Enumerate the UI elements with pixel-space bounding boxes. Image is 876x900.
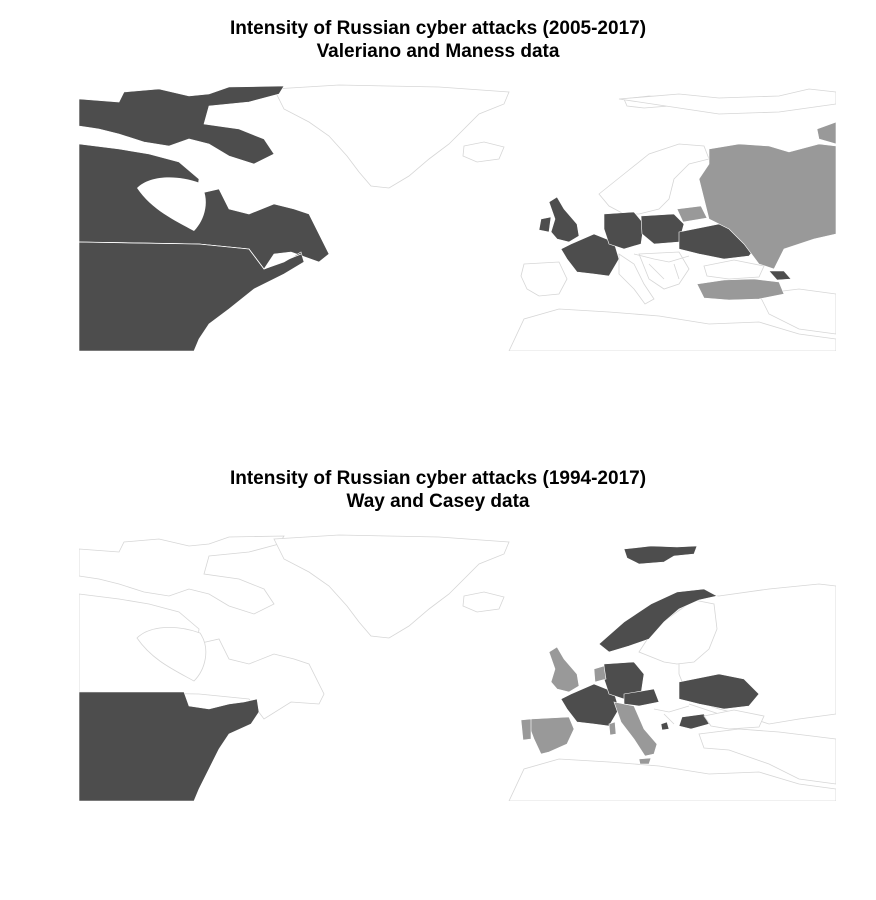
map2-title-line1: Intensity of Russian cyber attacks (1994… — [229, 468, 647, 489]
united-kingdom — [548, 646, 580, 693]
arctic-russia-outline — [618, 88, 836, 115]
middle-east-outline — [758, 288, 836, 335]
russia-arctic — [816, 121, 836, 145]
france — [560, 683, 620, 727]
ukraine — [678, 673, 760, 710]
canada-arctic-outline — [79, 535, 285, 615]
bulgaria — [678, 713, 710, 730]
baltic-states — [676, 205, 708, 223]
canada-arctic-islands — [79, 85, 285, 165]
map1-title-line2: Valeriano and Maness data — [316, 41, 560, 62]
united-states — [79, 691, 260, 801]
map2-title: Intensity of Russian cyber attacks (1994… — [0, 467, 876, 513]
spain — [528, 716, 575, 755]
turkey — [696, 278, 785, 301]
map1-choropleth — [79, 84, 836, 351]
us-canada-border — [79, 241, 302, 270]
italy-islands — [608, 721, 652, 765]
map1-title: Intensity of Russian cyber attacks (2005… — [0, 17, 876, 63]
balkan-borders — [633, 253, 690, 280]
russia — [698, 143, 836, 270]
italy — [613, 701, 658, 757]
map2-choropleth — [79, 534, 836, 801]
svalbard — [623, 545, 698, 565]
black-sea — [703, 259, 765, 280]
montenegro — [660, 721, 670, 731]
netherlands — [593, 665, 607, 683]
italy-outline — [618, 253, 655, 305]
north-africa-outline — [508, 758, 836, 801]
united-kingdom — [548, 196, 580, 243]
balkan-borders — [653, 703, 720, 725]
iceland-outline — [462, 591, 505, 613]
iberia-outline — [520, 261, 568, 297]
black-sea — [703, 709, 765, 730]
map1-title-line1: Intensity of Russian cyber attacks (2005… — [229, 18, 647, 39]
map2-title-line2: Way and Casey data — [346, 491, 530, 512]
greenland-outline — [273, 534, 510, 639]
scandinavia-outline — [598, 143, 710, 215]
north-africa-outline — [508, 308, 836, 351]
norway — [598, 588, 718, 653]
greenland-outline — [273, 84, 510, 189]
hudson-bay-water — [137, 177, 206, 231]
portugal — [520, 718, 532, 741]
czechia-austria — [623, 688, 660, 707]
middle-east-outline — [698, 728, 836, 785]
hudson-bay-outline — [136, 627, 207, 682]
balkans-outline — [638, 251, 690, 290]
georgia — [768, 270, 792, 281]
poland — [640, 213, 685, 245]
iceland-outline — [462, 141, 505, 163]
germany — [603, 211, 645, 250]
france — [560, 233, 620, 277]
ireland — [538, 216, 552, 233]
